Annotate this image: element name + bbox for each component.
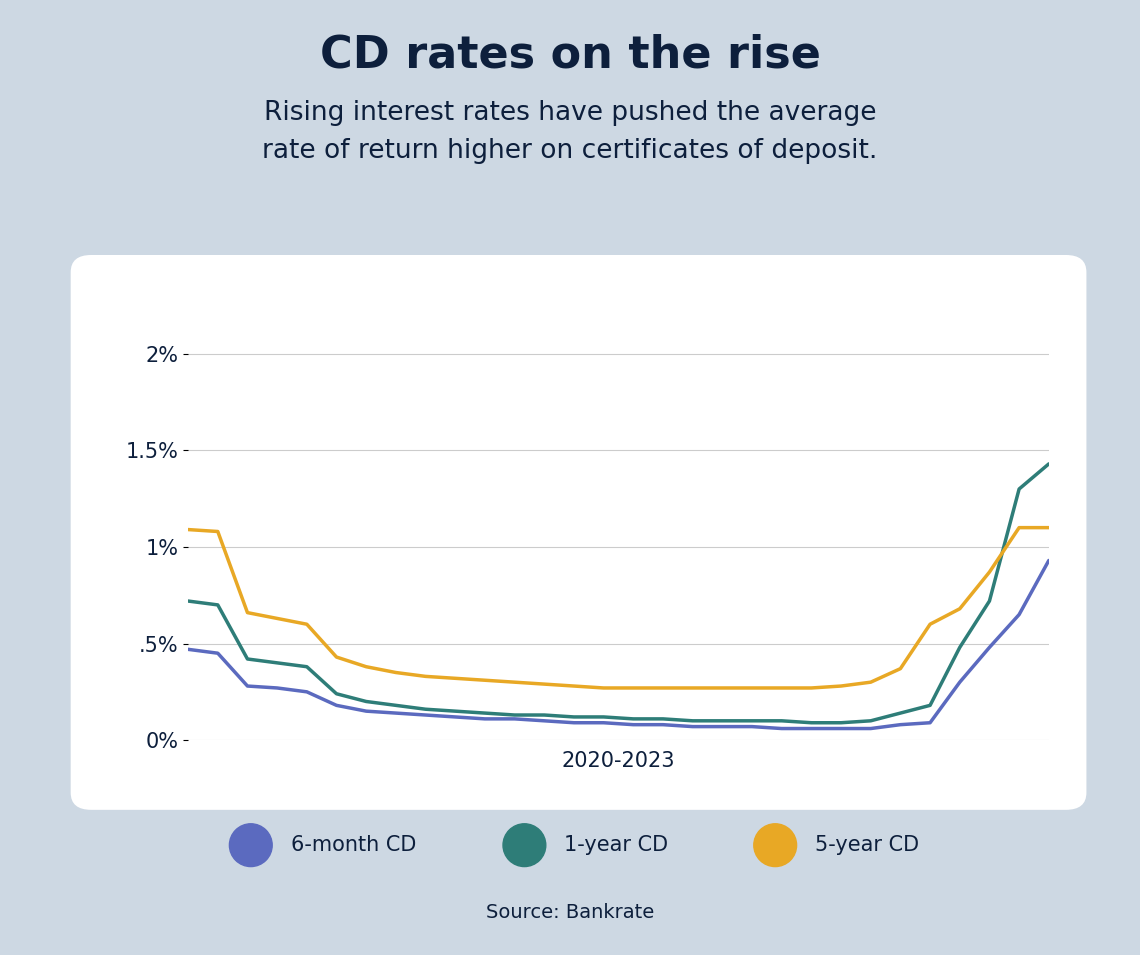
Text: 5-year CD: 5-year CD [815,836,919,855]
Text: Rising interest rates have pushed the average
rate of return higher on certifica: Rising interest rates have pushed the av… [262,100,878,164]
Text: CD rates on the rise: CD rates on the rise [319,33,821,76]
Text: 6-month CD: 6-month CD [291,836,416,855]
X-axis label: 2020-2023: 2020-2023 [562,752,675,772]
Text: Source: Bankrate: Source: Bankrate [486,902,654,922]
Text: 1-year CD: 1-year CD [564,836,668,855]
